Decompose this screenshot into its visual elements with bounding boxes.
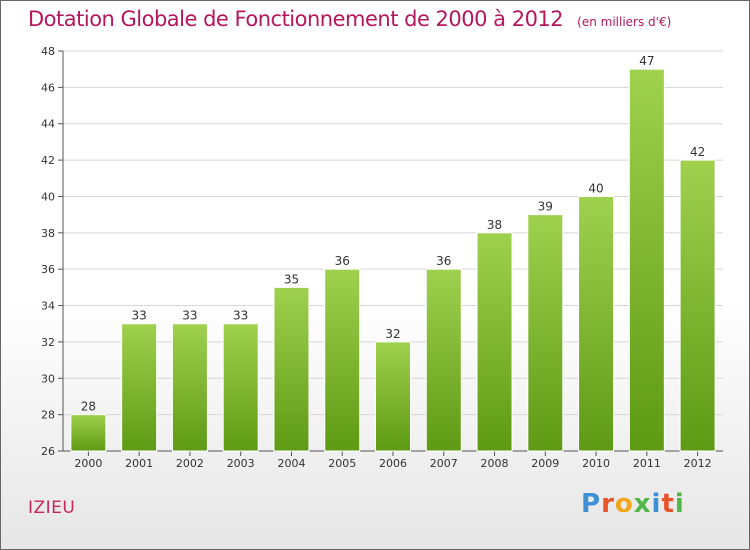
data-label: 42 <box>690 145 705 159</box>
x-tick-label: 2007 <box>430 457 458 470</box>
x-tick-label: 2008 <box>481 457 509 470</box>
data-label: 36 <box>335 254 350 268</box>
x-tick-label: 2002 <box>176 457 204 470</box>
bar <box>578 195 615 452</box>
y-tick-label: 48 <box>41 45 55 58</box>
bar <box>324 268 361 452</box>
y-tick-label: 26 <box>41 445 55 458</box>
x-tick-label: 2009 <box>531 457 559 470</box>
bar <box>171 323 208 452</box>
commune-name: IZIEU <box>28 498 76 518</box>
logo-letter: P <box>581 489 602 519</box>
bar <box>527 214 564 452</box>
logo-letter: r <box>601 489 615 519</box>
proxiti-logo: Proxiti <box>581 489 685 519</box>
x-tick-label: 2003 <box>227 457 255 470</box>
data-label: 33 <box>182 309 197 323</box>
data-label: 35 <box>284 272 299 286</box>
data-label: 39 <box>538 200 553 214</box>
data-label: 28 <box>81 400 96 414</box>
bar <box>273 286 310 452</box>
y-tick-label: 38 <box>41 227 55 240</box>
y-tick-label: 34 <box>41 300 55 313</box>
y-tick-label: 32 <box>41 336 55 349</box>
bar <box>375 341 411 452</box>
y-tick-label: 28 <box>41 409 55 422</box>
bars <box>70 68 716 452</box>
bar <box>476 232 513 452</box>
x-tick-label: 2011 <box>633 457 661 470</box>
x-tick-label: 2005 <box>328 457 356 470</box>
y-tick-label: 46 <box>41 81 55 94</box>
y-tick-label: 30 <box>41 372 55 385</box>
data-label: 33 <box>132 309 147 323</box>
y-tick-label: 40 <box>41 190 55 203</box>
x-tick-label: 2012 <box>684 457 712 470</box>
data-label: 32 <box>385 327 400 341</box>
bar <box>679 159 716 452</box>
logo-letter: i <box>651 489 662 519</box>
title-row: Dotation Globale de Fonctionnement de 20… <box>28 7 671 31</box>
data-label: 40 <box>588 181 603 195</box>
y-tick-label: 36 <box>41 263 55 276</box>
y-tick-label: 44 <box>41 118 55 131</box>
data-label: 33 <box>233 309 248 323</box>
bar <box>121 323 158 452</box>
bar <box>222 323 259 452</box>
data-label: 36 <box>436 254 451 268</box>
y-tick-label: 42 <box>41 154 55 167</box>
data-label: 47 <box>639 54 654 68</box>
data-label: 38 <box>487 218 502 232</box>
logo-letter: i <box>674 489 685 519</box>
x-tick-label: 2010 <box>582 457 610 470</box>
unit-note: (en milliers d'€) <box>577 15 672 29</box>
bar <box>628 68 665 452</box>
chart-title: Dotation Globale de Fonctionnement de 20… <box>28 7 564 31</box>
x-tick-label: 2001 <box>125 457 153 470</box>
x-tick-label: 2006 <box>379 457 407 470</box>
bar <box>70 414 107 452</box>
x-tick-label: 2000 <box>74 457 102 470</box>
labels: 2000 28 2001 33 2002 33 2003 33 2004 35 2005 36 2006… <box>74 54 711 470</box>
bar <box>425 268 462 452</box>
x-tick-label: 2004 <box>277 457 305 470</box>
logo-letter: o <box>614 489 634 519</box>
logo-letter: x <box>633 489 652 519</box>
logo-letter: t <box>661 489 675 519</box>
